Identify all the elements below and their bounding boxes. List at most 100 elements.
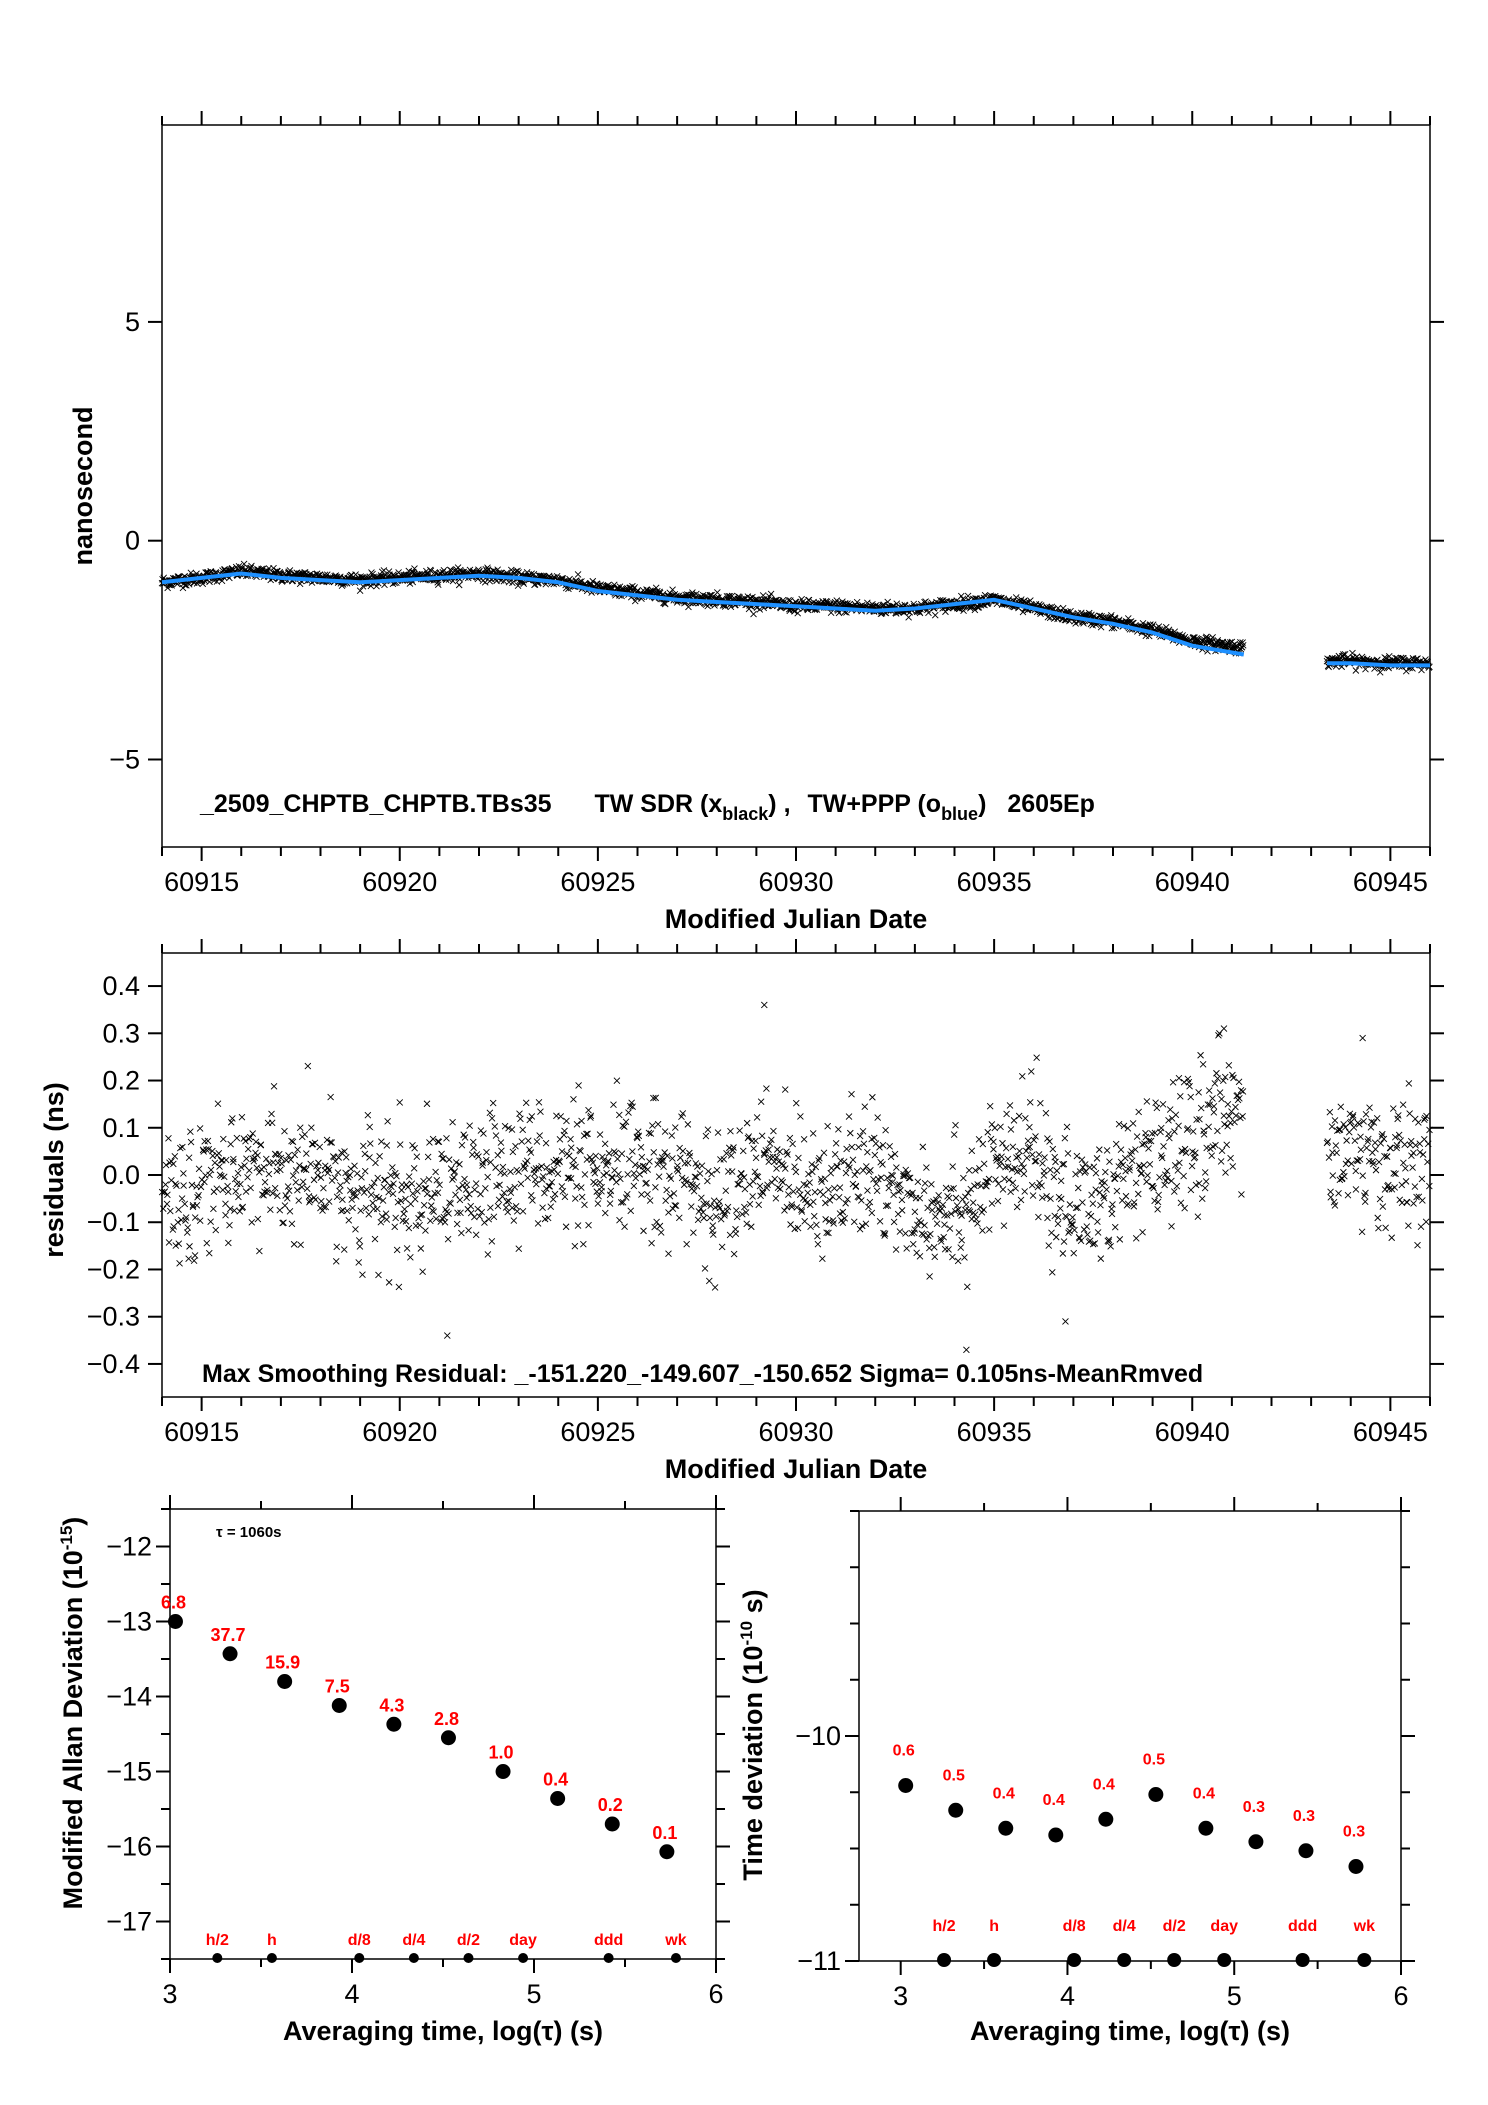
x-tick-label: 60935 bbox=[957, 867, 1032, 897]
residual-point bbox=[1325, 1154, 1333, 1161]
residual-point bbox=[691, 1173, 699, 1181]
residual-point bbox=[355, 1259, 363, 1266]
residual-point bbox=[447, 1200, 454, 1207]
residual-point bbox=[197, 1183, 205, 1191]
residual-point bbox=[296, 1124, 304, 1131]
residual-point bbox=[500, 1189, 508, 1197]
residual-point bbox=[1197, 1104, 1205, 1112]
residual-point bbox=[793, 1204, 801, 1211]
residual-point bbox=[650, 1094, 657, 1102]
residual-point bbox=[618, 1150, 626, 1158]
residual-point bbox=[881, 1230, 889, 1238]
residual-point bbox=[1109, 1201, 1116, 1208]
y-tick-label: 0.3 bbox=[102, 1018, 140, 1048]
residual-point bbox=[808, 1161, 816, 1168]
residual-point bbox=[356, 1243, 364, 1250]
residual-point bbox=[379, 1197, 387, 1204]
residual-point bbox=[583, 1130, 590, 1138]
residual-point bbox=[890, 1218, 898, 1226]
residual-point bbox=[929, 1206, 936, 1214]
residual-point bbox=[671, 1202, 679, 1209]
residual-point bbox=[1108, 1210, 1116, 1218]
residual-point bbox=[699, 1208, 707, 1216]
residual-point bbox=[851, 1171, 859, 1179]
residual-point bbox=[512, 1203, 520, 1210]
residual-point bbox=[668, 1132, 676, 1139]
residual-point bbox=[822, 1216, 829, 1223]
residual-point bbox=[612, 1178, 620, 1186]
residual-point bbox=[196, 1217, 204, 1225]
residual-point bbox=[231, 1175, 239, 1183]
residual-point bbox=[1217, 1158, 1225, 1165]
residual-point bbox=[391, 1223, 399, 1231]
residual-point bbox=[411, 1144, 418, 1152]
residual-point bbox=[1066, 1201, 1074, 1208]
y-tick-label: −12 bbox=[106, 1532, 152, 1562]
residual-point bbox=[849, 1156, 857, 1164]
residual-point bbox=[510, 1217, 518, 1224]
deviation-point bbox=[550, 1791, 566, 1806]
residual-point bbox=[1059, 1250, 1067, 1257]
residual-point bbox=[984, 1128, 992, 1136]
residual-point bbox=[845, 1161, 852, 1169]
residual-point bbox=[409, 1141, 416, 1149]
residual-point bbox=[958, 1212, 965, 1219]
residual-point bbox=[545, 1182, 553, 1190]
residual-point bbox=[303, 1185, 311, 1193]
residual-point bbox=[616, 1216, 623, 1224]
residual-point bbox=[859, 1167, 867, 1174]
reference-label: wk bbox=[1353, 1918, 1375, 1935]
residual-point bbox=[711, 1284, 719, 1291]
residual-point bbox=[822, 1199, 829, 1207]
residual-point bbox=[732, 1207, 740, 1214]
residual-point bbox=[411, 1195, 419, 1203]
residual-point bbox=[1204, 1101, 1212, 1108]
residual-point bbox=[1201, 1169, 1209, 1176]
residual-point bbox=[886, 1179, 893, 1187]
data-layer: 0.6 0.5 0.4 0.4 0.4 0.5 0.4 0.3 0.3 0.3 h/2 h d/8 d/4… bbox=[893, 1743, 1375, 1967]
residual-point bbox=[703, 1200, 710, 1207]
residual-point bbox=[475, 1153, 482, 1160]
residual-point bbox=[405, 1173, 413, 1180]
residual-point bbox=[1094, 1218, 1101, 1226]
residual-point bbox=[601, 1140, 609, 1148]
residual-point bbox=[587, 1114, 594, 1121]
residual-point bbox=[324, 1164, 332, 1172]
residual-point bbox=[1326, 1108, 1334, 1116]
plot-frame bbox=[161, 952, 1431, 1398]
residual-point bbox=[917, 1219, 925, 1226]
residual-point bbox=[1372, 1145, 1379, 1153]
residual-point bbox=[234, 1169, 242, 1177]
residual-point bbox=[229, 1158, 237, 1166]
residual-point bbox=[710, 1197, 718, 1204]
residual-point bbox=[1046, 1138, 1053, 1145]
residual-point bbox=[388, 1183, 395, 1191]
residual-point bbox=[1009, 1179, 1017, 1187]
residual-point bbox=[672, 1202, 680, 1209]
residual-point bbox=[902, 1166, 910, 1174]
residual-point bbox=[515, 1245, 523, 1253]
residual-point bbox=[1149, 1183, 1157, 1190]
deviation-point bbox=[1148, 1787, 1164, 1802]
residual-point bbox=[577, 1147, 584, 1155]
x-tick-label: 60935 bbox=[957, 1417, 1032, 1447]
residual-point bbox=[828, 1164, 835, 1172]
residual-point bbox=[695, 1208, 703, 1215]
residual-point bbox=[1013, 1203, 1021, 1211]
residual-point bbox=[842, 1169, 850, 1177]
residual-point bbox=[491, 1123, 499, 1130]
residual-point bbox=[422, 1184, 430, 1192]
residual-point bbox=[1210, 1109, 1218, 1116]
residual-point bbox=[543, 1164, 551, 1171]
residual-point bbox=[985, 1226, 993, 1233]
residual-point bbox=[1135, 1108, 1143, 1116]
residual-point bbox=[1232, 1103, 1239, 1111]
residual-point bbox=[746, 1200, 754, 1208]
residual-point bbox=[1390, 1170, 1398, 1177]
residual-point bbox=[906, 1174, 914, 1182]
residual-point bbox=[739, 1147, 747, 1155]
residual-point bbox=[343, 1207, 351, 1215]
residual-point bbox=[864, 1187, 871, 1194]
y-tick-label: −11 bbox=[797, 1946, 841, 1976]
residual-point bbox=[502, 1204, 510, 1211]
